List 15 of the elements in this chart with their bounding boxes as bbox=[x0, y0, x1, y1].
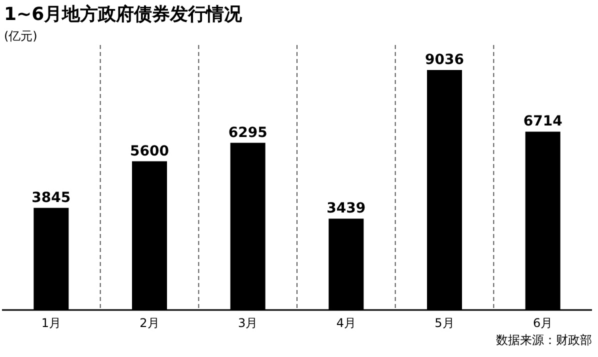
data-label: 6295 bbox=[228, 124, 268, 141]
x-tick-label: 2月 bbox=[140, 316, 160, 330]
x-tick-label: 5月 bbox=[434, 316, 454, 330]
data-label: 9036 bbox=[425, 52, 464, 68]
x-tick-label: 1月 bbox=[41, 316, 61, 330]
source-note: 数据来源：财政部 bbox=[496, 333, 592, 347]
data-label: 3439 bbox=[326, 200, 366, 217]
x-tick-label: 6月 bbox=[533, 316, 553, 330]
data-label: 5600 bbox=[130, 143, 170, 160]
x-tick-label: 4月 bbox=[336, 316, 356, 330]
data-label: 3845 bbox=[32, 190, 71, 206]
x-tick-label: 3月 bbox=[238, 316, 258, 330]
chart-subtitle: (亿元) bbox=[4, 29, 38, 43]
chart-title: 1~6月地方政府债券发行情况 bbox=[4, 4, 244, 25]
data-label: 6714 bbox=[523, 114, 563, 130]
